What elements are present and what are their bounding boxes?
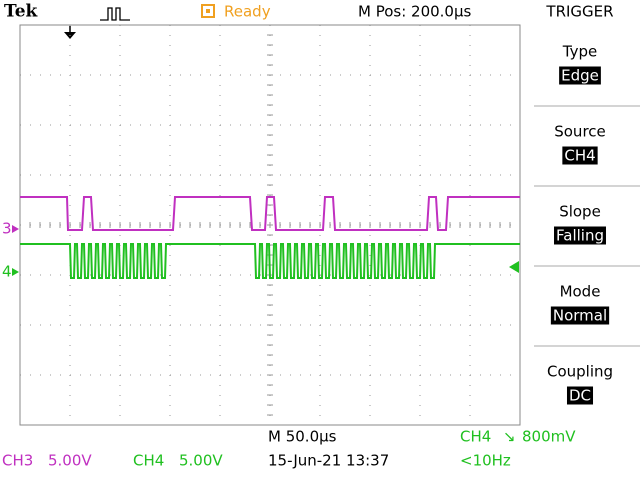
- menu-value: Falling: [556, 227, 604, 245]
- ch4-waveform: [20, 243, 520, 279]
- ch3-name: CH3: [2, 452, 33, 470]
- trigger-level: 800mV: [522, 428, 576, 446]
- menu-label: Mode: [560, 283, 601, 301]
- menu-value-box: [559, 66, 601, 85]
- ch3-marker: 3: [2, 220, 12, 238]
- ch4-name: CH4: [133, 452, 164, 470]
- menu-value: Normal: [553, 307, 607, 325]
- menu-value-box: [566, 386, 594, 405]
- frequency: <10Hz: [460, 452, 511, 470]
- ch3-waveform: [20, 196, 520, 231]
- acquire-icon: [100, 7, 130, 21]
- ch4-marker-arrow: [12, 268, 19, 276]
- menu-label: Slope: [559, 203, 601, 221]
- menu-value: CH4: [564, 147, 595, 165]
- menu-label: Source: [554, 123, 606, 141]
- menu-value: DC: [569, 387, 591, 405]
- menu-label: Type: [562, 43, 597, 61]
- status: Ready: [224, 3, 271, 21]
- menu-value-box: [554, 226, 606, 245]
- menu-value: Edge: [561, 67, 599, 85]
- trigger-source: CH4: [460, 428, 491, 446]
- ch4-marker: 4: [2, 263, 12, 281]
- trigger-level-marker: [509, 261, 519, 273]
- status-icon: [201, 4, 215, 18]
- position: M Pos: 200.0µs: [358, 3, 472, 21]
- ch3-scale: 5.00V: [48, 452, 92, 470]
- trigger-slope: ↘: [503, 428, 516, 446]
- menu-value-box: [562, 146, 598, 165]
- graticule-border: [19, 24, 521, 426]
- menu-value-box: [550, 306, 610, 325]
- ch3-marker-arrow: [12, 225, 19, 233]
- status-icon-dot: [206, 9, 210, 13]
- menu-title: TRIGGER: [545, 3, 613, 21]
- timebase: M 50.0µs: [268, 428, 337, 446]
- menu-label: Coupling: [547, 363, 613, 381]
- menu: Type Edge Source CH4 Slope Falling Mode Normal C…: [534, 43, 640, 405]
- ch4-scale: 5.00V: [179, 452, 223, 470]
- brand: Tek: [4, 2, 39, 22]
- date: 15-Jun-21 13:37: [268, 452, 389, 470]
